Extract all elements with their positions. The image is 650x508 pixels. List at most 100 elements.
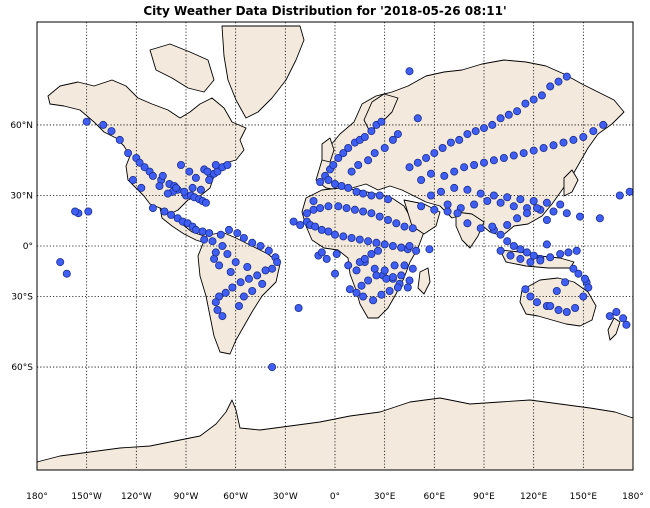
city-point xyxy=(372,238,381,247)
city-point xyxy=(574,269,583,278)
city-point xyxy=(302,209,311,218)
city-point xyxy=(359,207,368,216)
city-point xyxy=(526,258,535,267)
city-point xyxy=(521,99,530,108)
arctic-islands xyxy=(149,43,215,93)
city-point xyxy=(503,220,512,229)
city-point xyxy=(213,305,222,314)
city-point xyxy=(556,249,565,258)
city-point xyxy=(380,143,389,152)
city-point xyxy=(529,196,538,205)
city-point xyxy=(224,225,233,234)
city-point xyxy=(324,202,333,211)
city-point xyxy=(539,143,548,152)
city-point xyxy=(506,251,515,260)
lat-tick-label: 30°N xyxy=(10,191,33,201)
city-point xyxy=(400,222,409,231)
city-point xyxy=(463,219,472,228)
city-point xyxy=(622,320,631,329)
city-point xyxy=(264,246,273,255)
city-point xyxy=(405,163,414,172)
city-point xyxy=(370,264,379,273)
city-point xyxy=(375,191,384,200)
lon-tick-label: 120°W xyxy=(121,492,152,502)
city-point xyxy=(503,193,512,202)
city-point xyxy=(367,191,376,200)
city-point xyxy=(516,245,525,254)
city-point xyxy=(367,249,376,258)
city-point xyxy=(201,198,210,207)
city-point xyxy=(140,163,149,172)
city-point xyxy=(479,124,488,133)
lat-tick-label: 30°S xyxy=(11,293,33,303)
city-point xyxy=(317,225,326,234)
city-point xyxy=(172,183,181,192)
map-frame xyxy=(36,21,634,471)
city-point xyxy=(605,312,614,321)
city-point xyxy=(311,222,320,231)
british-isles xyxy=(321,137,335,163)
city-point xyxy=(99,120,108,129)
city-point xyxy=(571,303,580,312)
city-point xyxy=(339,232,348,241)
city-point xyxy=(509,151,518,160)
city-point xyxy=(426,169,435,178)
city-point xyxy=(470,160,479,169)
city-point xyxy=(463,185,472,194)
city-point xyxy=(158,171,167,180)
city-point xyxy=(337,181,346,190)
lon-tick-label: 180° xyxy=(622,492,644,502)
city-point xyxy=(450,167,459,176)
city-point xyxy=(148,171,157,180)
city-point xyxy=(392,219,401,228)
city-point xyxy=(625,187,634,196)
city-point xyxy=(438,143,447,152)
city-point xyxy=(503,237,512,246)
city-point xyxy=(62,269,71,278)
city-point xyxy=(569,264,578,273)
lon-tick-label: 30°E xyxy=(374,492,396,502)
city-point xyxy=(533,298,542,307)
lon-tick-label: 90°W xyxy=(174,492,199,502)
city-point xyxy=(546,82,555,91)
city-point xyxy=(523,209,532,218)
city-point xyxy=(383,215,392,224)
city-point xyxy=(523,248,532,257)
city-point xyxy=(422,153,431,162)
city-point xyxy=(562,72,571,81)
city-point xyxy=(496,114,505,123)
city-point xyxy=(572,246,581,255)
city-point xyxy=(413,114,422,123)
lon-tick-label: 180° xyxy=(26,492,48,502)
city-point xyxy=(71,207,80,216)
city-point xyxy=(359,189,368,198)
city-point xyxy=(370,149,379,158)
city-point xyxy=(562,209,571,218)
city-point xyxy=(350,205,359,214)
city-point xyxy=(546,301,555,310)
city-point xyxy=(342,204,351,213)
city-point xyxy=(296,220,305,229)
city-point xyxy=(273,258,282,267)
city-point xyxy=(233,229,242,238)
city-point xyxy=(443,200,452,209)
city-point xyxy=(205,229,214,238)
city-point xyxy=(208,237,217,246)
city-point xyxy=(347,233,356,242)
city-point xyxy=(317,248,326,257)
city-point xyxy=(364,237,373,246)
lat-tick-label: 0° xyxy=(23,242,33,252)
city-point xyxy=(329,160,338,169)
city-point xyxy=(408,224,417,233)
city-point xyxy=(218,241,227,250)
city-point xyxy=(137,183,146,192)
city-point xyxy=(248,238,257,247)
new-zealand xyxy=(607,317,621,341)
city-point xyxy=(388,135,397,144)
city-point xyxy=(357,281,366,290)
city-point xyxy=(334,153,343,162)
city-point xyxy=(397,243,406,252)
city-point xyxy=(488,120,497,129)
city-point xyxy=(268,264,277,273)
